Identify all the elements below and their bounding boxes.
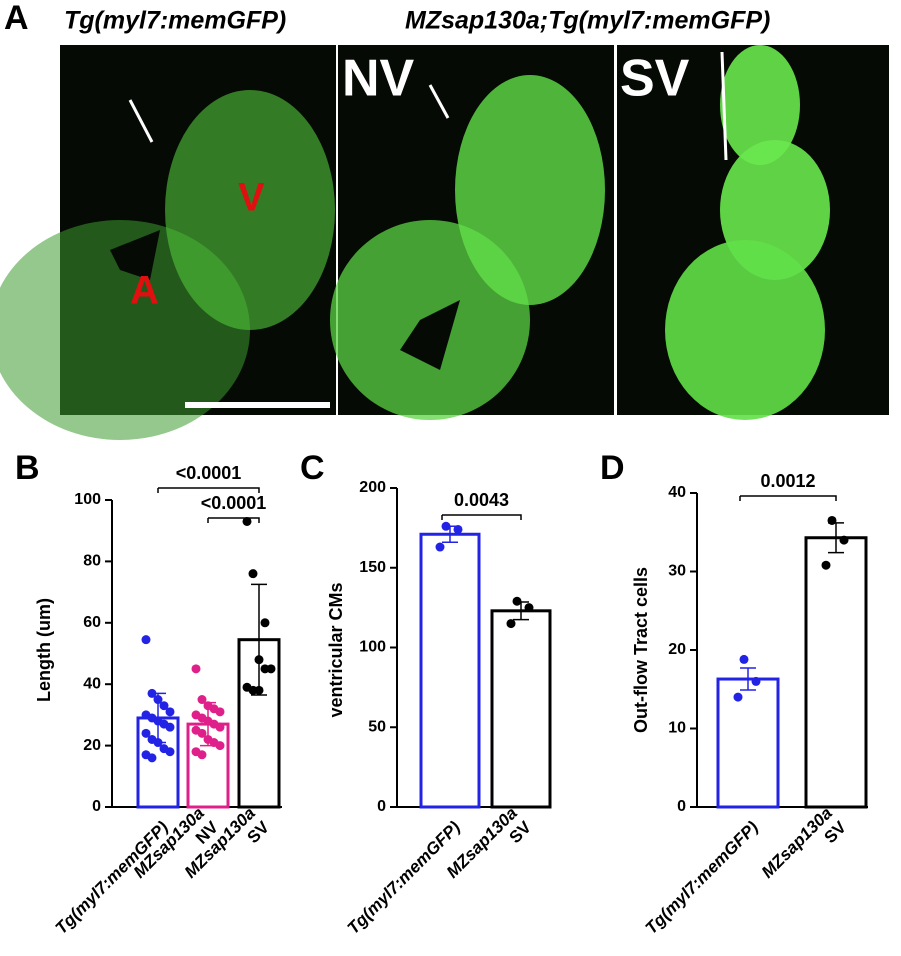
data-point — [165, 707, 175, 717]
data-point — [751, 676, 761, 686]
y-tick-label: 0 — [92, 798, 101, 815]
panel-letter: D — [600, 449, 625, 487]
x-tick-label: MZsap130a — [758, 804, 836, 882]
data-point — [506, 619, 516, 629]
bar — [716, 677, 780, 809]
y-tick-label: 200 — [359, 479, 386, 496]
image-title: Tg(myl7:memGFP) — [64, 7, 286, 35]
y-tick-label: 100 — [359, 639, 386, 656]
data-point — [197, 695, 207, 705]
x-tick-label: MZsap130a — [443, 804, 521, 882]
panel-letter: A — [4, 0, 29, 37]
y-tick-label: 30 — [668, 563, 686, 580]
data-point — [147, 688, 157, 698]
data-point — [248, 569, 258, 579]
data-point — [453, 524, 463, 534]
data-point — [821, 560, 831, 570]
panel-letter: C — [300, 449, 325, 487]
x-tick-label: Tg(myl7:memGFP) — [52, 817, 173, 938]
panel-letter: B — [15, 449, 40, 487]
bar — [419, 532, 481, 809]
data-point — [153, 738, 163, 748]
data-point — [141, 728, 151, 738]
image-label: A — [130, 269, 159, 313]
image-panel: V A — [0, 45, 336, 440]
y-tick-label: 0 — [677, 798, 686, 815]
y-axis-label: Length (um) — [34, 598, 54, 702]
y-tick-label: 60 — [83, 614, 101, 631]
data-point — [197, 750, 207, 760]
data-point — [266, 664, 276, 674]
bar — [804, 536, 868, 809]
p-value-label: 0.0043 — [454, 490, 509, 510]
significance-bracket — [157, 487, 260, 493]
significance-bracket — [207, 517, 260, 523]
image-label: NV — [342, 50, 415, 108]
data-point — [827, 515, 837, 525]
data-point — [197, 728, 207, 738]
data-point — [739, 654, 749, 664]
x-tick-label: Tg(myl7:memGFP) — [344, 817, 465, 938]
y-tick-label: 40 — [83, 675, 101, 692]
data-point — [254, 655, 264, 665]
y-tick-label: 20 — [83, 737, 101, 754]
y-tick-label: 80 — [83, 553, 101, 570]
p-value-label: <0.0001 — [201, 493, 267, 513]
y-tick-label: 40 — [668, 484, 686, 501]
bar — [490, 609, 552, 809]
y-tick-label: 50 — [368, 718, 386, 735]
p-value-label: 0.0012 — [760, 471, 815, 491]
y-axis-label: Out-flow Tract cells — [631, 567, 651, 733]
y-tick-label: 10 — [668, 720, 686, 737]
data-point — [141, 635, 151, 645]
data-point — [191, 664, 201, 674]
y-tick-label: 0 — [377, 798, 386, 815]
data-point — [165, 722, 175, 732]
data-point — [215, 741, 225, 751]
x-tick-label: Tg(myl7:memGFP) — [642, 817, 763, 938]
data-point — [441, 521, 451, 531]
data-point — [254, 685, 264, 695]
image-label: V — [238, 176, 265, 220]
error-bar — [740, 667, 756, 691]
data-point — [159, 701, 169, 711]
data-point — [147, 753, 157, 763]
data-point — [153, 695, 163, 705]
significance-bracket — [739, 495, 837, 501]
y-tick-label: 20 — [668, 641, 686, 658]
data-point — [733, 692, 743, 702]
p-value-label: <0.0001 — [176, 463, 242, 483]
data-point — [260, 618, 270, 628]
image-title: MZsap130a;Tg(myl7:memGFP) — [405, 7, 770, 35]
data-point — [242, 516, 252, 526]
data-point — [839, 535, 849, 545]
data-point — [215, 707, 225, 717]
y-tick-label: 100 — [74, 491, 101, 508]
data-point — [524, 603, 534, 613]
significance-bracket — [441, 514, 522, 520]
data-point — [165, 747, 175, 757]
data-point — [512, 596, 522, 606]
data-point — [435, 542, 445, 552]
image-panel: SV — [617, 45, 889, 420]
image-panel: NV — [330, 45, 614, 420]
data-point — [215, 722, 225, 732]
image-label: SV — [620, 50, 690, 108]
y-axis-label: ventricular CMs — [326, 582, 346, 717]
y-tick-label: 150 — [359, 559, 386, 576]
error-bar — [251, 583, 267, 696]
